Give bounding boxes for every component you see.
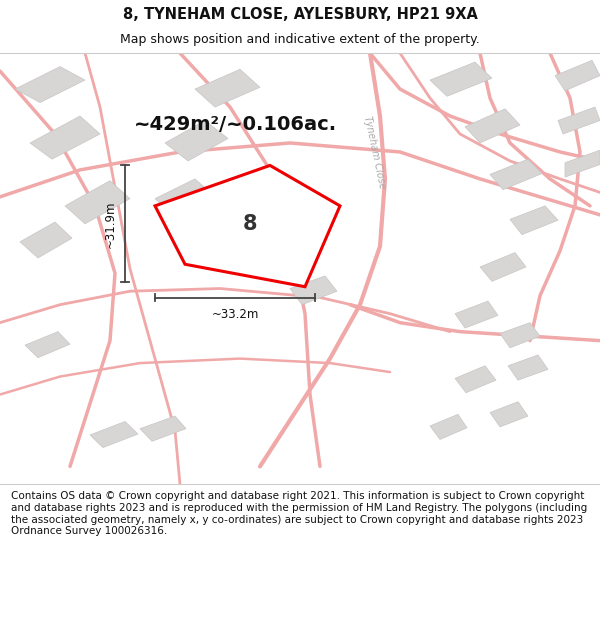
Text: Map shows position and indicative extent of the property.: Map shows position and indicative extent…: [120, 33, 480, 46]
Polygon shape: [480, 253, 526, 281]
Text: ~33.2m: ~33.2m: [211, 308, 259, 321]
Text: Tyneham Close: Tyneham Close: [362, 114, 388, 189]
Polygon shape: [155, 179, 215, 217]
Polygon shape: [65, 181, 130, 224]
Text: 8, TYNEHAM CLOSE, AYLESBURY, HP21 9XA: 8, TYNEHAM CLOSE, AYLESBURY, HP21 9XA: [122, 8, 478, 22]
Polygon shape: [510, 206, 558, 234]
Polygon shape: [15, 67, 85, 102]
Polygon shape: [90, 421, 138, 447]
Polygon shape: [25, 332, 70, 357]
Polygon shape: [165, 121, 228, 161]
Text: Contains OS data © Crown copyright and database right 2021. This information is : Contains OS data © Crown copyright and d…: [11, 491, 587, 536]
Polygon shape: [490, 402, 528, 427]
Polygon shape: [155, 166, 340, 287]
Polygon shape: [195, 69, 260, 107]
Polygon shape: [558, 107, 600, 134]
Polygon shape: [220, 201, 275, 236]
Polygon shape: [30, 116, 100, 159]
Polygon shape: [255, 244, 305, 276]
Polygon shape: [430, 62, 492, 96]
Polygon shape: [565, 150, 600, 177]
Polygon shape: [555, 60, 600, 91]
Polygon shape: [500, 322, 540, 348]
Polygon shape: [508, 355, 548, 380]
Polygon shape: [455, 366, 496, 392]
Text: ~429m²/~0.106ac.: ~429m²/~0.106ac.: [133, 116, 337, 134]
Text: ~31.9m: ~31.9m: [104, 200, 117, 248]
Polygon shape: [465, 109, 520, 143]
Polygon shape: [140, 416, 186, 441]
Polygon shape: [20, 222, 72, 258]
Polygon shape: [290, 276, 337, 304]
Text: 8: 8: [243, 214, 257, 234]
Polygon shape: [430, 414, 467, 439]
Polygon shape: [490, 159, 542, 190]
Polygon shape: [455, 301, 498, 328]
